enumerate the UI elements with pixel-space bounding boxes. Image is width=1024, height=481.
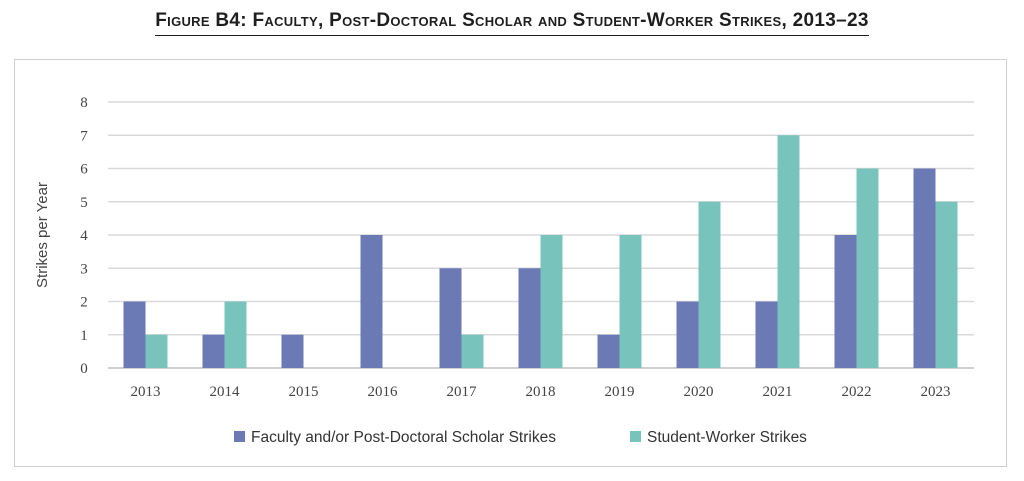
bar-faculty: [439, 268, 462, 368]
y-tick-label: 4: [80, 228, 88, 244]
bar-student-worker: [224, 301, 247, 368]
bar-faculty: [281, 334, 304, 368]
bar-student-worker: [145, 334, 168, 368]
legend-label-faculty: Faculty and/or Post-Doctoral Scholar Str…: [251, 429, 556, 446]
y-tick-label: 1: [80, 328, 88, 344]
y-tick-label: 2: [80, 295, 88, 311]
y-tick-label: 5: [80, 195, 88, 211]
bar-student-worker: [777, 135, 800, 368]
x-tick-label: 2019: [605, 384, 635, 400]
y-tick-label: 0: [80, 361, 88, 377]
bar-student-worker: [461, 334, 484, 368]
bar-faculty: [360, 235, 383, 368]
y-axis-label: Strikes per Year: [34, 182, 51, 288]
bar-faculty: [597, 334, 620, 368]
bar-student-worker: [619, 235, 642, 368]
figure-title-wrap: Figure B4: Faculty, Post-Doctoral Schola…: [0, 10, 1024, 36]
bar-faculty: [518, 268, 541, 368]
y-tick-label: 7: [80, 128, 88, 144]
figure-title: Figure B4: Faculty, Post-Doctoral Schola…: [155, 10, 869, 36]
x-tick-label: 2023: [921, 384, 951, 400]
bar-faculty: [123, 301, 146, 368]
bar-faculty: [676, 301, 699, 368]
bar-student-worker: [698, 201, 721, 368]
bar-student-worker: [856, 168, 879, 368]
legend-swatch-faculty: [234, 431, 245, 442]
x-tick-label: 2018: [526, 384, 556, 400]
chart-frame: [14, 59, 1007, 467]
bar-student-worker: [935, 201, 958, 368]
x-tick-label: 2013: [131, 384, 161, 400]
y-tick-label: 8: [80, 95, 88, 111]
legend-swatch-student-worker: [630, 431, 641, 442]
x-tick-label: 2017: [447, 384, 478, 400]
x-tick-label: 2020: [684, 384, 714, 400]
bar-faculty: [755, 301, 778, 368]
y-tick-label: 6: [80, 162, 88, 178]
legend-label-student-worker: Student-Worker Strikes: [647, 429, 807, 446]
bar-faculty: [913, 168, 936, 368]
x-tick-label: 2016: [368, 384, 399, 400]
x-tick-label: 2015: [289, 384, 319, 400]
bar-student-worker: [540, 235, 563, 368]
bar-faculty: [202, 334, 225, 368]
x-tick-label: 2022: [842, 384, 872, 400]
x-tick-label: 2021: [763, 384, 793, 400]
y-tick-label: 3: [80, 261, 88, 277]
x-tick-label: 2014: [210, 384, 241, 400]
bar-faculty: [834, 235, 857, 368]
